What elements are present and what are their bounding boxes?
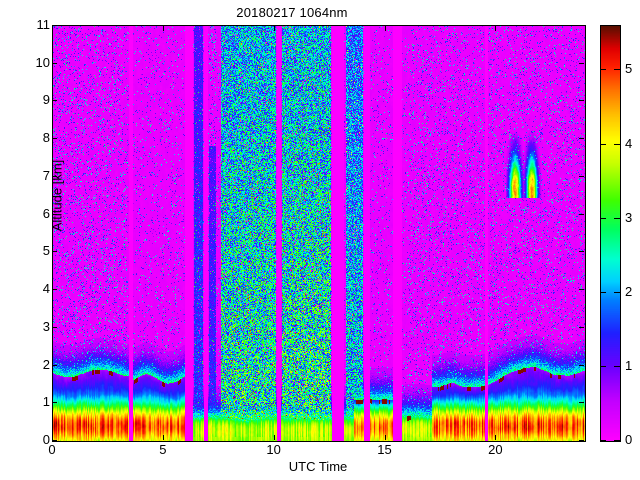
y-tick-label: 1 [42,394,50,410]
x-tick-mark-top [495,26,496,31]
y-axis-label: Altitude [km] [49,159,65,232]
x-tick-label: 10 [266,442,281,457]
page-title: 20180217 1064nm [236,5,348,20]
y-tick-mark [52,251,57,252]
colorbar-gradient [601,26,620,441]
colorbar-tick-label: 3 [625,209,633,225]
y-tick-mark [52,138,57,139]
colorbar-tick-mark [614,144,620,145]
x-tick-label: 20 [488,442,503,457]
y-tick-label: 6 [42,205,50,221]
y-tick-label: 9 [42,92,50,108]
y-tick-label: 0 [42,432,50,447]
colorbar-tick-mark [614,218,620,219]
y-tick-mark [52,25,57,26]
colorbar-tick-label: 0 [625,432,633,447]
x-tick-mark-top [274,26,275,31]
y-tick-label: 2 [42,356,50,372]
y-tick-mark [52,327,57,328]
colorbar-tick-mark [614,292,620,293]
x-tick-mark-top [52,26,53,31]
colorbar-tick-mark [614,366,620,367]
y-tick-mark-right [579,63,584,64]
y-tick-label: 7 [42,167,50,183]
colorbar-tick-mark-left [600,218,606,219]
colorbar-tick-label: 5 [625,61,633,77]
colorbar[interactable] [600,25,621,442]
y-tick-mark [52,63,57,64]
colorbar-tick-mark [614,69,620,70]
heatmap-canvas [53,26,585,441]
y-tick-mark [52,440,57,441]
colorbar-tick-mark-left [600,440,606,441]
y-tick-label: 11 [36,17,51,32]
y-tick-mark-right [579,365,584,366]
x-tick-label: 0 [48,442,56,457]
x-tick-label: 15 [377,442,392,457]
y-tick-mark-right [579,440,584,441]
y-tick-label: 8 [42,130,50,146]
x-tick-mark [52,435,53,440]
y-tick-label: 5 [42,243,50,259]
colorbar-tick-label: 1 [625,357,633,373]
y-tick-mark [52,214,57,215]
y-tick-mark-right [579,25,584,26]
colorbar-tick-label: 4 [625,135,633,151]
x-tick-mark [274,435,275,440]
y-tick-mark [52,365,57,366]
x-tick-mark-top [385,26,386,31]
y-tick-mark-right [579,327,584,328]
x-tick-mark [385,435,386,440]
colorbar-tick-mark-left [600,366,606,367]
y-tick-mark [52,176,57,177]
x-axis-label: UTC Time [288,459,348,474]
y-tick-mark [52,289,57,290]
colorbar-tick-label: 2 [625,283,633,299]
y-tick-mark-right [579,251,584,252]
x-tick-mark [163,435,164,440]
colorbar-tick-mark-left [600,69,606,70]
y-tick-mark-right [579,100,584,101]
y-tick-label: 3 [42,318,50,334]
x-tick-mark-top [163,26,164,31]
y-tick-mark-right [579,402,584,403]
colorbar-tick-mark-left [600,144,606,145]
y-tick-label: 4 [42,281,50,297]
x-tick-mark [495,435,496,440]
y-tick-mark-right [579,289,584,290]
colorbar-tick-mark [614,440,620,441]
y-tick-mark-right [579,176,584,177]
y-tick-label: 10 [35,54,50,70]
y-tick-mark-right [579,138,584,139]
y-tick-mark [52,402,57,403]
x-tick-label: 5 [159,442,167,457]
colorbar-tick-mark-left [600,292,606,293]
y-tick-mark [52,100,57,101]
y-tick-mark-right [579,214,584,215]
heatmap-plot-area[interactable] [52,25,586,442]
